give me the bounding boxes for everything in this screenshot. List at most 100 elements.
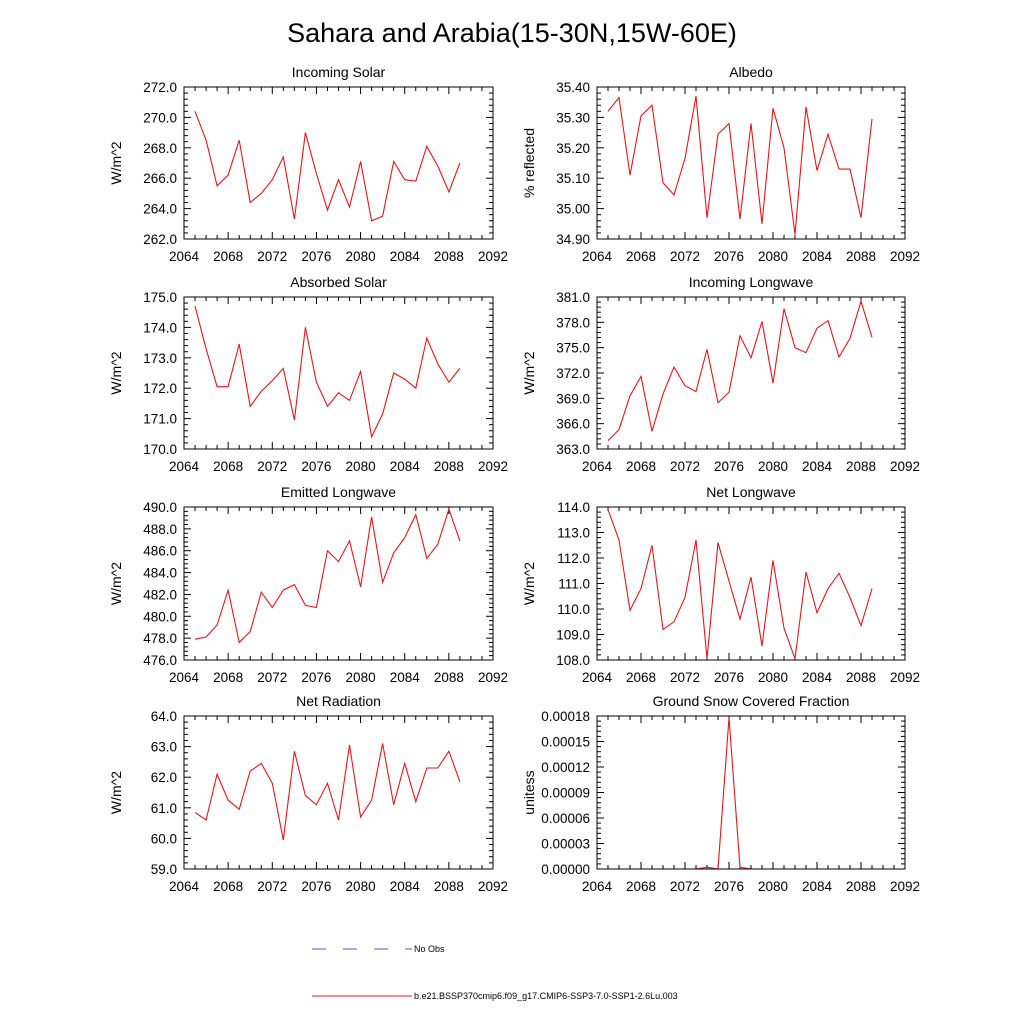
x-tick-label: 2072: [257, 459, 287, 474]
y-tick-label: 484.0: [143, 566, 177, 581]
y-tick-label: 0.00003: [541, 837, 590, 852]
x-tick-label: 2084: [802, 670, 833, 685]
y-tick-label: 0.00012: [541, 760, 590, 775]
chart-panel-1: Incoming Solar W/m^2 262.0 264.0 266.0 268.0 2…: [108, 64, 508, 264]
x-tick-label: 2092: [478, 249, 508, 264]
panel-title: Net Longwave: [706, 484, 796, 500]
y-tick-label: 0.00006: [541, 811, 590, 826]
y-tick-label: 378.0: [556, 315, 590, 330]
y-axis-label: W/m^2: [108, 771, 124, 814]
x-tick-label: 2080: [758, 459, 788, 474]
x-tick-label: 2080: [758, 670, 788, 685]
y-axis-label: W/m^2: [108, 562, 124, 605]
panel-title: Incoming Solar: [292, 64, 386, 80]
x-tick-label: 2064: [582, 459, 613, 474]
y-tick-label: 369.0: [556, 391, 590, 406]
x-tick-label: 2092: [890, 459, 920, 474]
x-tick-label: 2064: [582, 879, 613, 894]
y-tick-label: 60.0: [151, 831, 177, 846]
y-tick-label: 173.0: [143, 351, 177, 366]
x-tick-label: 2084: [390, 879, 421, 894]
x-tick-label: 2076: [714, 879, 744, 894]
plot-frame: [183, 86, 494, 240]
series-line: [607, 509, 873, 659]
y-tick-label: 268.0: [143, 141, 177, 156]
panel-title: Ground Snow Covered Fraction: [653, 693, 850, 709]
series-line: [194, 305, 461, 439]
y-tick-label: 0.00015: [541, 735, 590, 750]
x-tick-label: 2064: [582, 670, 613, 685]
y-tick-label: 62.0: [151, 770, 177, 785]
y-tick-label: 363.0: [556, 442, 590, 457]
x-tick-label: 2072: [257, 670, 287, 685]
x-tick-label: 2088: [846, 670, 876, 685]
y-tick-label: 113.0: [557, 526, 590, 541]
y-tick-label: 478.0: [143, 631, 177, 646]
x-tick-label: 2064: [169, 459, 200, 474]
x-tick-label: 2084: [802, 249, 833, 264]
x-tick-label: 2092: [478, 459, 508, 474]
y-tick-label: 110.0: [557, 602, 590, 617]
y-tick-label: 35.20: [556, 141, 590, 156]
x-tick-label: 2084: [390, 670, 421, 685]
x-tick-label: 2072: [670, 459, 700, 474]
chart-panel-3: Absorbed Solar W/m^2 170.0 171.0 172.0 173.0 1…: [108, 274, 508, 474]
y-tick-label: 111.0: [558, 577, 590, 592]
y-tick-label: 59.0: [151, 862, 177, 877]
x-tick-label: 2088: [434, 459, 464, 474]
y-tick-label: 108.0: [556, 653, 590, 668]
y-tick-label: 264.0: [143, 202, 177, 217]
legend-obs-label: No Obs: [414, 944, 445, 954]
x-tick-label: 2072: [670, 670, 700, 685]
y-axis-label: W/m^2: [521, 351, 537, 394]
x-tick-label: 2092: [478, 879, 508, 894]
x-tick-label: 2064: [169, 879, 200, 894]
series-line: [194, 111, 461, 222]
x-tick-label: 2088: [434, 249, 464, 264]
y-tick-label: 35.00: [556, 202, 590, 217]
y-tick-label: 272.0: [143, 80, 177, 95]
x-tick-label: 2072: [670, 249, 700, 264]
x-tick-label: 2064: [169, 670, 200, 685]
plot-frame: [596, 86, 906, 240]
series-line: [608, 717, 872, 870]
y-tick-label: 35.10: [556, 171, 590, 186]
series-line: [194, 743, 461, 841]
y-tick-label: 480.0: [143, 609, 177, 624]
x-tick-label: 2080: [346, 459, 376, 474]
panel-title: Net Radiation: [296, 693, 381, 709]
y-tick-label: 35.30: [556, 110, 590, 125]
plot-frame: [183, 715, 494, 870]
panel-title: Albedo: [729, 64, 773, 80]
legend-model-label: b.e21.BSSP370cmip6.f09_g17.CMIP6-SSP3-7.…: [414, 991, 678, 1001]
y-tick-label: 0.00018: [541, 709, 590, 724]
y-tick-label: 64.0: [151, 709, 177, 724]
y-tick-label: 266.0: [143, 171, 177, 186]
y-tick-label: 0.00009: [541, 786, 590, 801]
series-line: [607, 96, 873, 235]
x-tick-label: 2092: [890, 670, 920, 685]
x-tick-label: 2092: [478, 670, 508, 685]
x-tick-label: 2080: [346, 879, 376, 894]
x-tick-label: 2064: [582, 249, 613, 264]
x-tick-label: 2068: [626, 879, 656, 894]
x-tick-label: 2072: [670, 879, 700, 894]
x-tick-label: 2064: [169, 249, 200, 264]
y-axis-label: unitess: [521, 770, 537, 814]
x-tick-label: 2080: [758, 249, 788, 264]
y-axis-label: W/m^2: [108, 141, 124, 184]
plot-frame: [183, 296, 494, 450]
y-tick-label: 372.0: [556, 366, 590, 381]
y-tick-label: 0.00000: [541, 862, 590, 877]
chart-panel-4: Incoming Longwave W/m^2 363.0 366.0 369.0 372…: [521, 274, 920, 474]
plot-frame: [596, 715, 906, 870]
y-axis-label: W/m^2: [521, 562, 537, 605]
y-tick-label: 109.0: [556, 628, 590, 643]
panel-title: Absorbed Solar: [290, 274, 387, 290]
x-tick-label: 2088: [846, 879, 876, 894]
y-tick-label: 482.0: [143, 587, 177, 602]
x-tick-label: 2092: [890, 249, 920, 264]
x-tick-label: 2072: [257, 249, 287, 264]
x-tick-label: 2080: [346, 249, 376, 264]
